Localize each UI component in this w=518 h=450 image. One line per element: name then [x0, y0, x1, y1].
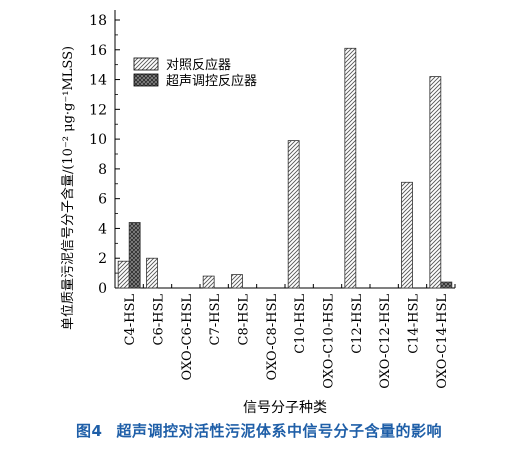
legend-swatch-series-1: [133, 57, 159, 71]
x-tick-label: C14-HSL: [407, 294, 422, 354]
bar-chart: 0 2 4 6 8 10 12 14 16 18 C4-HSL C6-HSL OXO-C6-HSL C7…: [60, 10, 456, 416]
x-tick-label: OXO-C12-HSL: [378, 294, 393, 389]
x-tick-label: C6-HSL: [152, 294, 167, 346]
y-tick-label: 4: [98, 221, 107, 237]
y-tick-label: 12: [89, 102, 107, 118]
bar-series-2: [440, 281, 453, 289]
x-tick-label: C10-HSL: [293, 294, 308, 354]
y-ticks: 0 2 4 6 8 10 12 14 16 18: [89, 13, 120, 297]
y-tick-label: 14: [89, 73, 107, 89]
legend-label-series-1: 对照反应器: [166, 57, 231, 73]
legend-swatch-series-2: [133, 73, 159, 87]
y-axis-label: 单位质量污泥信号分子含量/(10⁻² μg·g⁻¹MLSS): [60, 46, 76, 330]
y-tick-label: 8: [98, 162, 107, 178]
y-tick-label: 10: [89, 132, 107, 148]
y-tick-label: 6: [98, 192, 107, 208]
figure-caption-text: 超声调控对活性污泥体系中信号分子含量的影响: [116, 422, 442, 440]
bar-series-1: [146, 257, 158, 289]
x-axis-label: 信号分子种类: [243, 400, 327, 416]
x-tick-label: OXO-C6-HSL: [180, 294, 195, 381]
x-tick-label: OXO-C14-HSL: [435, 294, 450, 389]
y-tick-label: 18: [89, 13, 107, 29]
bar-series-1: [401, 181, 413, 289]
x-tick-label: C4-HSL: [123, 294, 138, 346]
y-tick-label: 2: [98, 251, 107, 267]
bar-series-1: [202, 275, 215, 289]
x-tick-label: OXO-C10-HSL: [322, 294, 337, 389]
y-tick-label: 16: [89, 43, 107, 59]
bars: [117, 47, 453, 289]
bar-series-1: [117, 260, 130, 289]
y-tick-label: 0: [98, 281, 107, 297]
bar-series-1: [344, 47, 357, 289]
legend-label-series-2: 超声调控反应器: [166, 73, 257, 89]
figure-caption: 图4 超声调控对活性污泥体系中信号分子含量的影响: [0, 420, 518, 441]
legend: 对照反应器 超声调控反应器: [133, 57, 257, 89]
x-ticks: C4-HSL C6-HSL OXO-C6-HSL C7-HSL C8-HSL OXO-C8…: [123, 284, 456, 389]
bar-series-1: [429, 76, 442, 289]
x-tick-label: C8-HSL: [237, 294, 252, 346]
x-tick-label: C7-HSL: [208, 294, 223, 346]
bar-series-1: [231, 274, 243, 289]
x-tick-label: C12-HSL: [350, 294, 365, 354]
x-tick-label: OXO-C8-HSL: [265, 294, 280, 381]
bar-series-2: [128, 222, 141, 289]
bar-series-1: [287, 140, 300, 289]
figure-number: 图4: [76, 422, 103, 440]
